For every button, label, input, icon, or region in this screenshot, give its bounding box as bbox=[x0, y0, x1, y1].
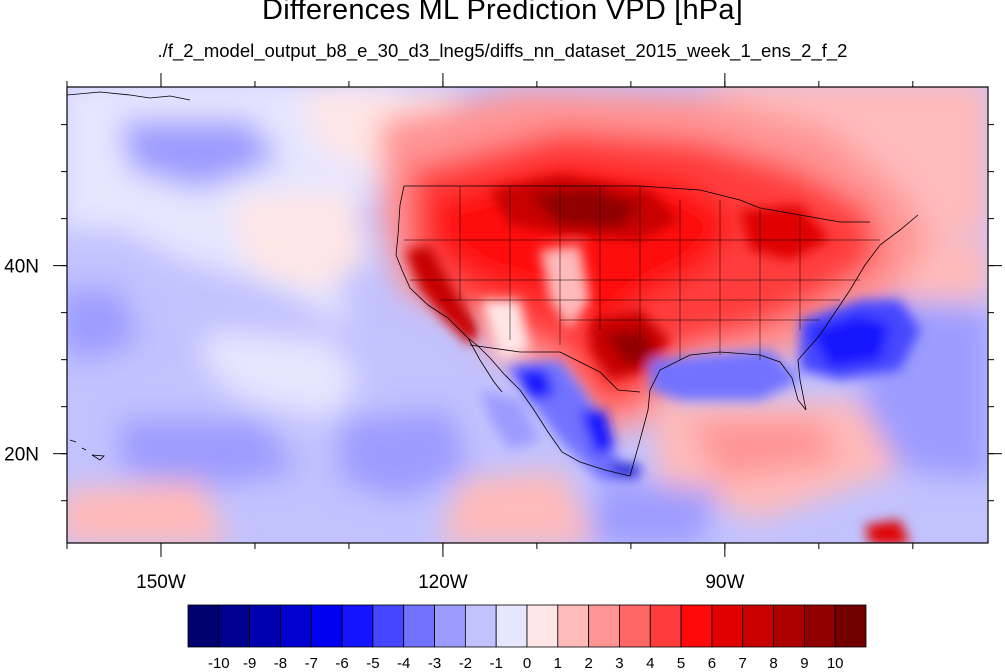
colorbar-swatch bbox=[341, 604, 374, 648]
colorbar-swatch bbox=[619, 604, 651, 648]
colorbar-swatch bbox=[249, 604, 281, 648]
field-pacific-pale-2 bbox=[200, 330, 360, 420]
colorbar-label: 3 bbox=[615, 655, 623, 672]
field-pacific-blue-west bbox=[67, 290, 140, 360]
field-baja-blue bbox=[480, 390, 540, 450]
west-coastline bbox=[395, 185, 503, 393]
vpd-field bbox=[67, 87, 988, 543]
colorbar-swatch bbox=[434, 604, 466, 648]
x-tick-label: 90W bbox=[705, 572, 744, 593]
field-southeast-deep bbox=[810, 315, 890, 368]
colorbar-label: 8 bbox=[769, 655, 777, 672]
chart-title: Differences ML Prediction VPD [hPa] bbox=[262, 0, 743, 26]
colorbar-swatch bbox=[372, 604, 405, 648]
y-tick-label: 40N bbox=[4, 257, 39, 278]
field-mexico-deep bbox=[515, 368, 555, 400]
field-pacific-pink bbox=[230, 190, 370, 290]
chart-subtitle: ./f_2_model_output_b8_e_30_d3_lneg5/diff… bbox=[157, 40, 848, 61]
colorbar-label: -6 bbox=[335, 655, 348, 672]
alaska-coast bbox=[67, 91, 191, 101]
colorbar-swatch bbox=[403, 604, 435, 648]
colorbar-label: -4 bbox=[397, 655, 410, 672]
colorbar-swatch bbox=[803, 604, 836, 648]
colorbar-swatch bbox=[773, 604, 805, 648]
colorbar-swatch bbox=[588, 604, 620, 648]
gulf-coastline bbox=[629, 214, 919, 477]
colorbar-label: 5 bbox=[677, 655, 685, 672]
colorbar-label: -9 bbox=[243, 655, 256, 672]
map-outlines bbox=[67, 91, 919, 477]
field-caribbean-deep-red bbox=[865, 520, 910, 543]
colorbar-swatch bbox=[495, 604, 528, 648]
colorbar-swatch bbox=[649, 604, 682, 648]
y-tick-label: 20N bbox=[4, 445, 39, 466]
colorbar-swatch bbox=[464, 604, 497, 648]
colorbar-swatch bbox=[218, 604, 251, 648]
hawaii bbox=[69, 439, 105, 461]
x-tick-label: 150W bbox=[136, 572, 186, 593]
colorbar-label: 10 bbox=[827, 655, 844, 672]
colorbar-swatch bbox=[187, 604, 220, 648]
field-mexico-deep-2 bbox=[580, 410, 615, 455]
colorbar-label: 1 bbox=[554, 655, 562, 672]
axis-ticks: 150W 120W 90W 40N 20N bbox=[4, 73, 1002, 593]
state-lines bbox=[404, 186, 880, 360]
field-east-pacific-blue bbox=[590, 480, 720, 543]
colorbar-label: -7 bbox=[305, 655, 318, 672]
us-mexico-border bbox=[469, 344, 641, 393]
colorbar-swatch bbox=[280, 604, 312, 648]
colorbar-swatch bbox=[526, 604, 559, 648]
colorbar-swatch bbox=[742, 604, 774, 648]
field-rockies-pale bbox=[540, 245, 590, 330]
colorbar-label: -1 bbox=[490, 655, 503, 672]
x-tick-label: 120W bbox=[418, 572, 468, 593]
colorbar-label: 9 bbox=[800, 655, 808, 672]
baja-coastline bbox=[467, 337, 631, 477]
colorbar-label: -8 bbox=[274, 655, 287, 672]
field-southwest-pink bbox=[67, 480, 230, 543]
field-great-lakes bbox=[740, 205, 830, 260]
colorbar-label: -3 bbox=[428, 655, 441, 672]
field-north-plains-max bbox=[530, 188, 640, 228]
colorbar-swatch bbox=[680, 604, 713, 648]
colorbar-swatch bbox=[310, 604, 343, 648]
colorbar-swatch bbox=[711, 604, 744, 648]
colorbar-swatch bbox=[834, 604, 867, 648]
field-rockies-pale-2 bbox=[480, 300, 530, 360]
field-pacific-blue-south bbox=[120, 420, 300, 490]
field-caribbean-red bbox=[690, 420, 840, 480]
colorbar-label: 7 bbox=[739, 655, 747, 672]
colorbar-label: 2 bbox=[584, 655, 592, 672]
colorbar-label: -10 bbox=[208, 655, 230, 672]
colorbar-label: 0 bbox=[523, 655, 531, 672]
field-pacific-blue-mid bbox=[340, 410, 470, 500]
colorbar-label: -2 bbox=[459, 655, 472, 672]
colorbar-label: -5 bbox=[366, 655, 379, 672]
colorbar-swatch bbox=[557, 604, 590, 648]
colorbar-label: 6 bbox=[708, 655, 716, 672]
field-gulf-blue bbox=[650, 350, 800, 400]
field-south-pink bbox=[440, 470, 599, 543]
colorbar: -10 -9 -8 -7 -6 -5 -4 -3 -2 -1 0 1 2 3 4 5 6 7 8 9 10 bbox=[187, 604, 867, 672]
field-california bbox=[405, 245, 480, 345]
field-pacific-blue-north bbox=[120, 120, 280, 190]
plot-frame bbox=[66, 86, 989, 544]
field-texas-max bbox=[605, 330, 655, 368]
colorbar-label: 4 bbox=[646, 655, 654, 672]
